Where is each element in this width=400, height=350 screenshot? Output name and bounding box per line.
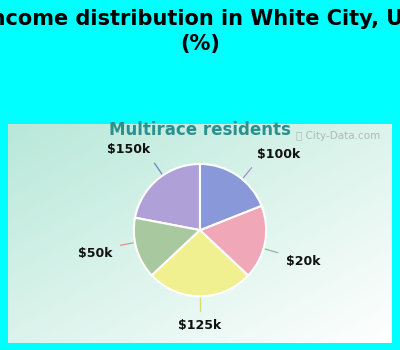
Text: Multirace residents: Multirace residents	[109, 121, 291, 139]
Wedge shape	[134, 218, 200, 275]
Wedge shape	[152, 230, 248, 296]
Text: Income distribution in White City, UT
(%): Income distribution in White City, UT (%…	[0, 9, 400, 54]
Text: $150k: $150k	[106, 143, 150, 156]
Text: $50k: $50k	[78, 247, 112, 260]
Wedge shape	[135, 164, 200, 230]
Wedge shape	[200, 206, 266, 275]
Text: $100k: $100k	[257, 148, 300, 161]
Text: $20k: $20k	[286, 255, 320, 268]
Text: $125k: $125k	[178, 320, 222, 332]
Text: ⓘ City-Data.com: ⓘ City-Data.com	[296, 131, 380, 141]
Wedge shape	[200, 164, 262, 230]
